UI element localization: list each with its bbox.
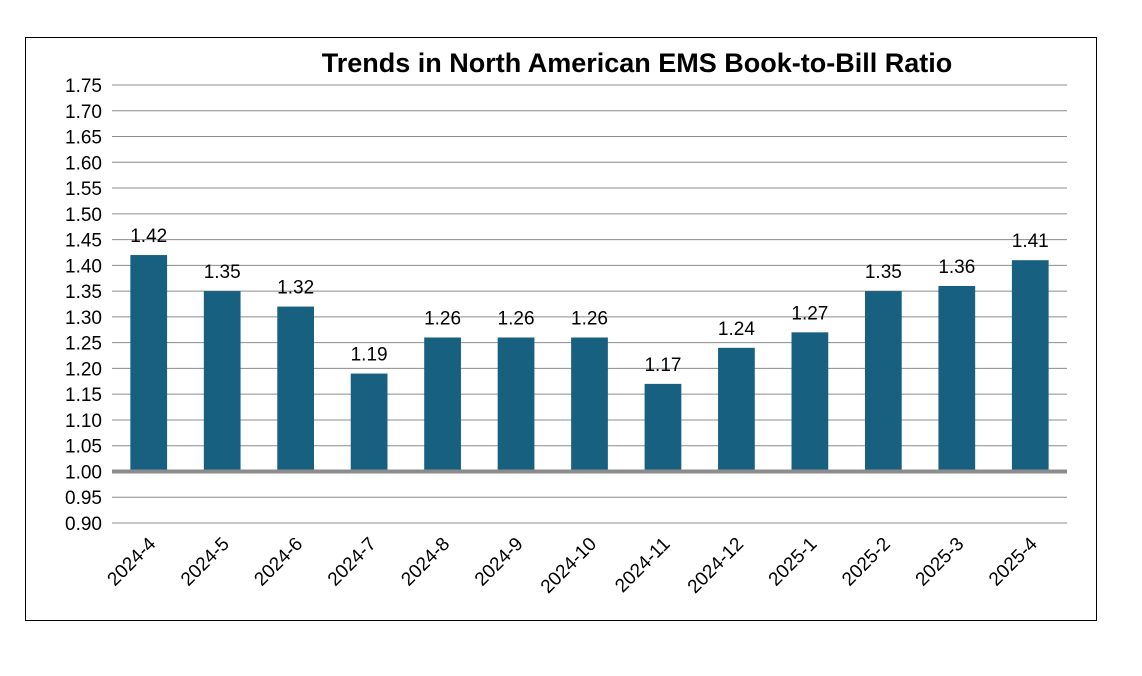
bar <box>1011 260 1049 472</box>
y-tick-label: 1.05 <box>65 437 102 458</box>
y-tick-label: 1.30 <box>65 308 102 329</box>
x-category-label: 2025-4 <box>985 533 1042 590</box>
y-tick-label: 1.75 <box>65 76 102 97</box>
bar <box>130 255 168 472</box>
value-labels: 1.42 1.35 1.32 1.19 1.26 1.26 1.26 1.17 1.24 1.27… <box>130 226 1049 376</box>
y-tick-label: 1.50 <box>65 205 102 226</box>
y-tick-label: 1.65 <box>65 128 102 149</box>
bar <box>497 337 535 472</box>
bar <box>350 373 388 472</box>
y-tick-label: 1.10 <box>65 411 102 432</box>
y-axis-ticks: 0.90 0.95 1.00 1.05 1.10 1.15 1.20 1.25 1.30 1.35… <box>65 76 102 535</box>
chart-frame: Trends in North American EMS Book-to-Bil… <box>25 37 1097 621</box>
bar-value-label: 1.26 <box>571 308 608 329</box>
gridlines <box>112 84 1067 524</box>
bar-value-label: 1.19 <box>351 345 388 366</box>
bar-value-label: 1.26 <box>498 308 535 329</box>
x-category-label: 2024-8 <box>397 534 454 591</box>
y-tick-label: 1.35 <box>65 282 102 303</box>
x-category-label: 2024-7 <box>324 534 381 591</box>
bar <box>424 337 461 472</box>
bar <box>277 306 315 472</box>
y-tick-label: 1.40 <box>65 256 102 277</box>
bar-value-label: 1.36 <box>938 257 975 278</box>
x-axis-categories: 2024-4 2024-5 2024-6 2024-7 2024-8 2024-9 2024… <box>104 533 1043 597</box>
bar-value-label: 1.35 <box>865 262 902 283</box>
bar-value-label: 1.27 <box>791 303 828 324</box>
bar-value-label: 1.35 <box>204 262 241 283</box>
x-category-label: 2024-5 <box>177 534 234 591</box>
bar <box>571 337 608 472</box>
y-tick-label: 1.45 <box>65 231 102 252</box>
y-tick-label: 1.55 <box>65 179 102 200</box>
bars <box>130 255 1049 472</box>
bar-value-label: 1.24 <box>718 319 755 340</box>
x-category-label: 2024-6 <box>250 534 307 591</box>
y-tick-label: 1.20 <box>65 359 102 380</box>
bar <box>644 383 682 472</box>
x-category-label: 2024-9 <box>471 534 528 591</box>
bar-value-label: 1.42 <box>130 226 167 247</box>
x-category-label: 2025-3 <box>912 534 969 591</box>
bar-value-label: 1.32 <box>277 278 314 299</box>
bar-value-label: 1.41 <box>1012 231 1049 252</box>
y-tick-label: 0.95 <box>65 488 102 509</box>
chart-title: Trends in North American EMS Book-to-Bil… <box>322 48 953 78</box>
bar-chart: Trends in North American EMS Book-to-Bil… <box>65 48 1067 598</box>
y-tick-label: 1.15 <box>65 385 102 406</box>
bar <box>718 347 755 472</box>
x-category-label: 2024-10 <box>537 534 601 598</box>
x-category-label: 2024-12 <box>684 534 748 598</box>
bar <box>938 285 976 472</box>
bar-value-label: 1.26 <box>424 308 461 329</box>
y-tick-label: 1.60 <box>65 153 102 174</box>
y-tick-label: 1.25 <box>65 334 102 355</box>
y-tick-label: 0.90 <box>65 514 102 535</box>
x-category-label: 2024-11 <box>611 534 674 597</box>
x-category-label: 2025-1 <box>765 534 822 591</box>
bar <box>864 291 902 472</box>
x-category-label: 2024-4 <box>104 533 161 590</box>
x-category-label: 2025-2 <box>838 534 895 591</box>
y-tick-label: 1.70 <box>65 102 102 123</box>
bar <box>791 332 829 472</box>
bar <box>203 291 241 472</box>
bar-value-label: 1.17 <box>644 355 681 376</box>
y-tick-label: 1.00 <box>65 462 102 483</box>
